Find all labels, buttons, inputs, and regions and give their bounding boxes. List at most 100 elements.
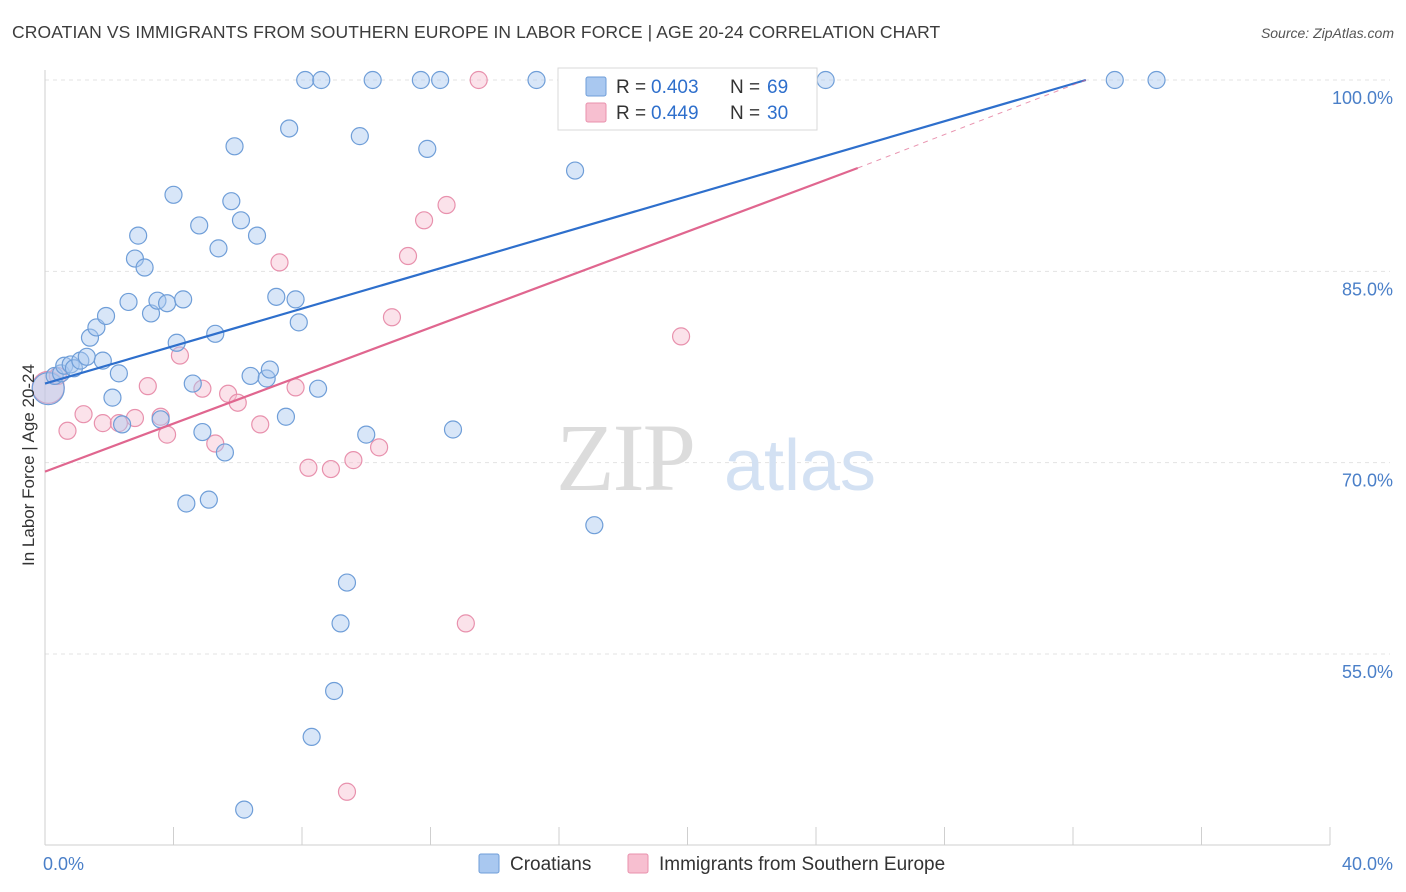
x-tick-label: 40.0% <box>1342 854 1393 874</box>
immigrant-point <box>286 378 305 397</box>
croatian-point <box>260 360 279 379</box>
immigrant-point <box>321 459 341 479</box>
croatian-point <box>337 573 357 592</box>
legend-blue-r-label: R = <box>616 77 646 98</box>
croatian-point <box>816 70 835 90</box>
croatian-point <box>443 420 463 439</box>
legend-swatch-pink <box>585 102 607 123</box>
watermark-zip: ZIP <box>556 404 694 511</box>
croatian-point <box>286 290 305 309</box>
immigrants-trendline <box>44 166 859 473</box>
x-tick-label: 0.0% <box>43 854 84 874</box>
croatian-point <box>289 313 308 332</box>
legend-pink-n-value: 30 <box>767 103 788 124</box>
immigrant-point <box>138 377 157 396</box>
immigrant-point <box>382 308 402 327</box>
croatian-point <box>296 70 315 90</box>
immigrant-point <box>469 70 488 90</box>
croatian-point <box>96 306 116 326</box>
croatian-point <box>103 388 122 407</box>
immigrant-point <box>398 246 418 266</box>
croatian-point <box>308 379 328 398</box>
croatian-point <box>190 216 209 235</box>
legend-pink-n-label: N = <box>730 103 760 124</box>
croatian-point <box>199 490 218 509</box>
immigrant-point <box>58 421 77 440</box>
croatian-point <box>222 192 241 211</box>
bottom-legend-immigrants: Immigrants from Southern Europe <box>659 854 945 875</box>
trendlines <box>44 78 1087 473</box>
bottom-legend-swatch-croatians <box>478 853 500 874</box>
croatian-point <box>267 287 286 306</box>
croatian-point <box>302 727 321 747</box>
axes: 100.0% 85.0% 70.0% 55.0% 0.0% 40.0% <box>43 70 1393 874</box>
immigrant-point <box>437 195 456 215</box>
croatian-point <box>80 328 100 347</box>
watermark: ZIP atlas <box>556 404 876 511</box>
croatian-point <box>129 226 148 245</box>
watermark-atlas: atlas <box>724 426 876 506</box>
y-tick-label: 100.0% <box>1332 88 1393 108</box>
croatian-point <box>1147 70 1166 90</box>
croatian-point <box>411 70 430 90</box>
grid-lines <box>45 79 1390 655</box>
stats-legend: R = 0.403 N = 69 R = 0.449 N = 30 <box>557 67 818 131</box>
croatian-point <box>119 292 138 312</box>
croatian-point <box>109 364 128 383</box>
croatian-point <box>135 258 154 277</box>
immigrant-point <box>456 614 475 633</box>
croatian-point <box>357 425 376 444</box>
y-tick-label: 70.0% <box>1342 471 1393 491</box>
croatian-point <box>157 294 177 313</box>
chart-title: CROATIAN VS IMMIGRANTS FROM SOUTHERN EUR… <box>12 22 941 42</box>
blue-points <box>31 70 1166 819</box>
croatian-point <box>331 614 350 633</box>
croatian-point <box>215 443 234 462</box>
legend-pink-r-label: R = <box>616 103 646 124</box>
croatian-point <box>177 494 196 513</box>
immigrant-point <box>414 211 434 230</box>
y-axis-title: In Labor Force | Age 20-24 <box>19 364 38 566</box>
immigrants-trendline-extension <box>857 79 1087 169</box>
bottom-legend-swatch-immigrants <box>627 853 649 874</box>
immigrant-point <box>251 415 270 434</box>
croatian-point <box>231 211 251 230</box>
croatian-point <box>209 239 228 258</box>
immigrant-point <box>74 405 93 424</box>
croatian-point <box>418 139 437 158</box>
immigrant-point <box>671 327 691 346</box>
immigrant-point <box>299 458 318 477</box>
croatian-point <box>325 681 344 701</box>
croatian-point <box>112 415 132 434</box>
croatian-point <box>363 70 382 90</box>
croatian-point <box>235 800 254 819</box>
croatian-point <box>174 290 193 309</box>
croatian-point <box>565 161 585 180</box>
croatian-point <box>183 374 202 393</box>
immigrant-point <box>193 379 212 398</box>
legend-blue-r-value: 0.403 <box>651 77 699 98</box>
croatian-point <box>431 70 450 90</box>
croatians-trendline <box>44 78 1087 385</box>
immigrant-point <box>270 253 289 272</box>
immigrant-point <box>337 782 357 801</box>
croatian-point <box>241 366 260 386</box>
croatian-point <box>280 119 299 138</box>
immigrant-point <box>93 414 112 433</box>
immigrant-point <box>344 451 363 470</box>
croatian-point <box>350 127 369 146</box>
croatian-point <box>276 407 296 426</box>
legend-blue-n-value: 69 <box>767 77 788 98</box>
croatian-point <box>193 422 212 442</box>
bottom-legend: Croatians Immigrants from Southern Europ… <box>478 853 945 875</box>
croatian-point <box>225 137 244 156</box>
croatian-point <box>77 347 96 366</box>
immigrant-point <box>370 438 389 457</box>
croatian-point <box>527 70 546 90</box>
croatian-point <box>585 516 604 535</box>
croatian-point <box>312 70 331 90</box>
y-tick-label: 85.0% <box>1342 279 1393 299</box>
y-tick-label: 55.0% <box>1342 662 1393 682</box>
legend-blue-n-label: N = <box>730 77 760 98</box>
